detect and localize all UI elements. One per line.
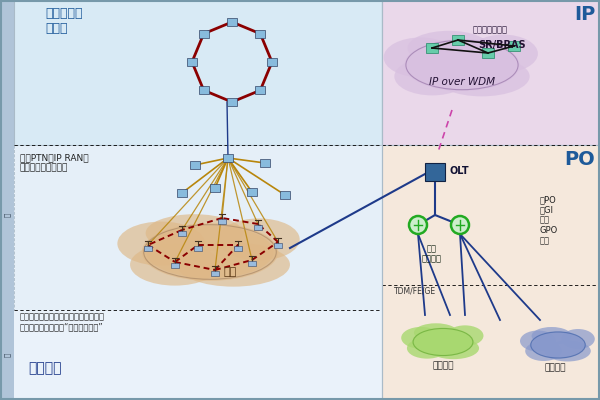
Text: 光缆网络: 光缆网络 [28,361,62,375]
FancyBboxPatch shape [267,58,277,66]
Ellipse shape [414,323,458,342]
FancyBboxPatch shape [234,246,242,251]
Ellipse shape [525,341,562,361]
Ellipse shape [409,41,515,89]
FancyBboxPatch shape [452,35,464,45]
Ellipse shape [532,327,572,345]
FancyBboxPatch shape [211,271,219,276]
FancyBboxPatch shape [194,246,202,251]
FancyBboxPatch shape [280,191,290,199]
FancyBboxPatch shape [178,231,186,236]
FancyBboxPatch shape [223,154,233,162]
Ellipse shape [118,222,205,266]
Text: TDM/FE/GE: TDM/FE/GE [394,286,436,295]
FancyBboxPatch shape [227,98,237,106]
Ellipse shape [446,325,484,346]
FancyBboxPatch shape [482,48,494,58]
Text: 集团客户: 集团客户 [432,361,454,370]
Ellipse shape [530,331,586,359]
FancyBboxPatch shape [508,41,520,51]
Ellipse shape [415,329,472,355]
FancyBboxPatch shape [247,188,257,196]
FancyBboxPatch shape [255,30,265,38]
FancyBboxPatch shape [0,0,14,400]
Ellipse shape [407,31,490,65]
Circle shape [409,216,427,234]
Ellipse shape [146,214,243,252]
FancyBboxPatch shape [426,43,438,53]
Text: 城域核心路由器: 城域核心路由器 [473,26,508,34]
Ellipse shape [520,330,556,352]
FancyBboxPatch shape [255,86,265,94]
Ellipse shape [146,226,274,278]
FancyBboxPatch shape [187,58,197,66]
Ellipse shape [394,57,470,95]
Text: OLT: OLT [449,166,469,176]
FancyBboxPatch shape [210,184,220,192]
Ellipse shape [428,337,479,359]
FancyBboxPatch shape [382,0,600,145]
FancyBboxPatch shape [199,86,209,94]
FancyBboxPatch shape [14,310,382,400]
Text: IP: IP [574,5,595,24]
FancyBboxPatch shape [171,263,179,268]
FancyBboxPatch shape [227,18,237,26]
FancyBboxPatch shape [254,225,262,230]
Ellipse shape [401,327,441,349]
FancyBboxPatch shape [190,161,200,169]
FancyBboxPatch shape [382,145,600,400]
FancyBboxPatch shape [144,246,152,251]
Circle shape [451,216,469,234]
Ellipse shape [434,56,530,96]
Text: SR/BRAS: SR/BRAS [478,40,526,50]
Ellipse shape [218,218,300,260]
Ellipse shape [177,242,290,287]
FancyBboxPatch shape [177,189,187,197]
Ellipse shape [130,244,220,286]
FancyBboxPatch shape [14,145,382,310]
Ellipse shape [404,39,520,91]
Text: 分组化城域
传送网: 分组化城域 传送网 [45,7,83,35]
Text: 采用PTN、IP RAN，
积极跟踪增强以太网: 采用PTN、IP RAN， 积极跟踪增强以太网 [20,153,89,172]
FancyBboxPatch shape [14,0,382,145]
Text: 接: 接 [4,353,10,357]
Ellipse shape [407,338,448,359]
Text: 城: 城 [4,213,10,217]
Ellipse shape [544,340,591,362]
Ellipse shape [412,328,474,356]
FancyBboxPatch shape [274,243,282,248]
Text: 基站: 基站 [223,267,236,277]
Text: 将基站接入及各类客户接入光缆有机结
合，统笹规划，建设“一张光缆网络”: 将基站接入及各类客户接入光缆有机结 合，统笹规划，建设“一张光缆网络” [20,312,105,331]
FancyBboxPatch shape [199,30,209,38]
Ellipse shape [561,329,595,349]
FancyBboxPatch shape [425,163,445,181]
Text: PO: PO [564,150,595,169]
Text: IP over WDM: IP over WDM [429,77,495,87]
Ellipse shape [469,34,538,73]
Ellipse shape [142,223,278,281]
Text: 家庭客户: 家庭客户 [544,363,566,372]
Ellipse shape [532,332,584,358]
Ellipse shape [383,38,458,77]
Text: 以PO
（GI
两者
GPO
区域: 以PO （GI 两者 GPO 区域 [540,195,558,246]
FancyBboxPatch shape [260,159,270,167]
Text: 无源
光分路器: 无源 光分路器 [422,244,442,264]
FancyBboxPatch shape [248,261,256,266]
FancyBboxPatch shape [218,219,226,224]
